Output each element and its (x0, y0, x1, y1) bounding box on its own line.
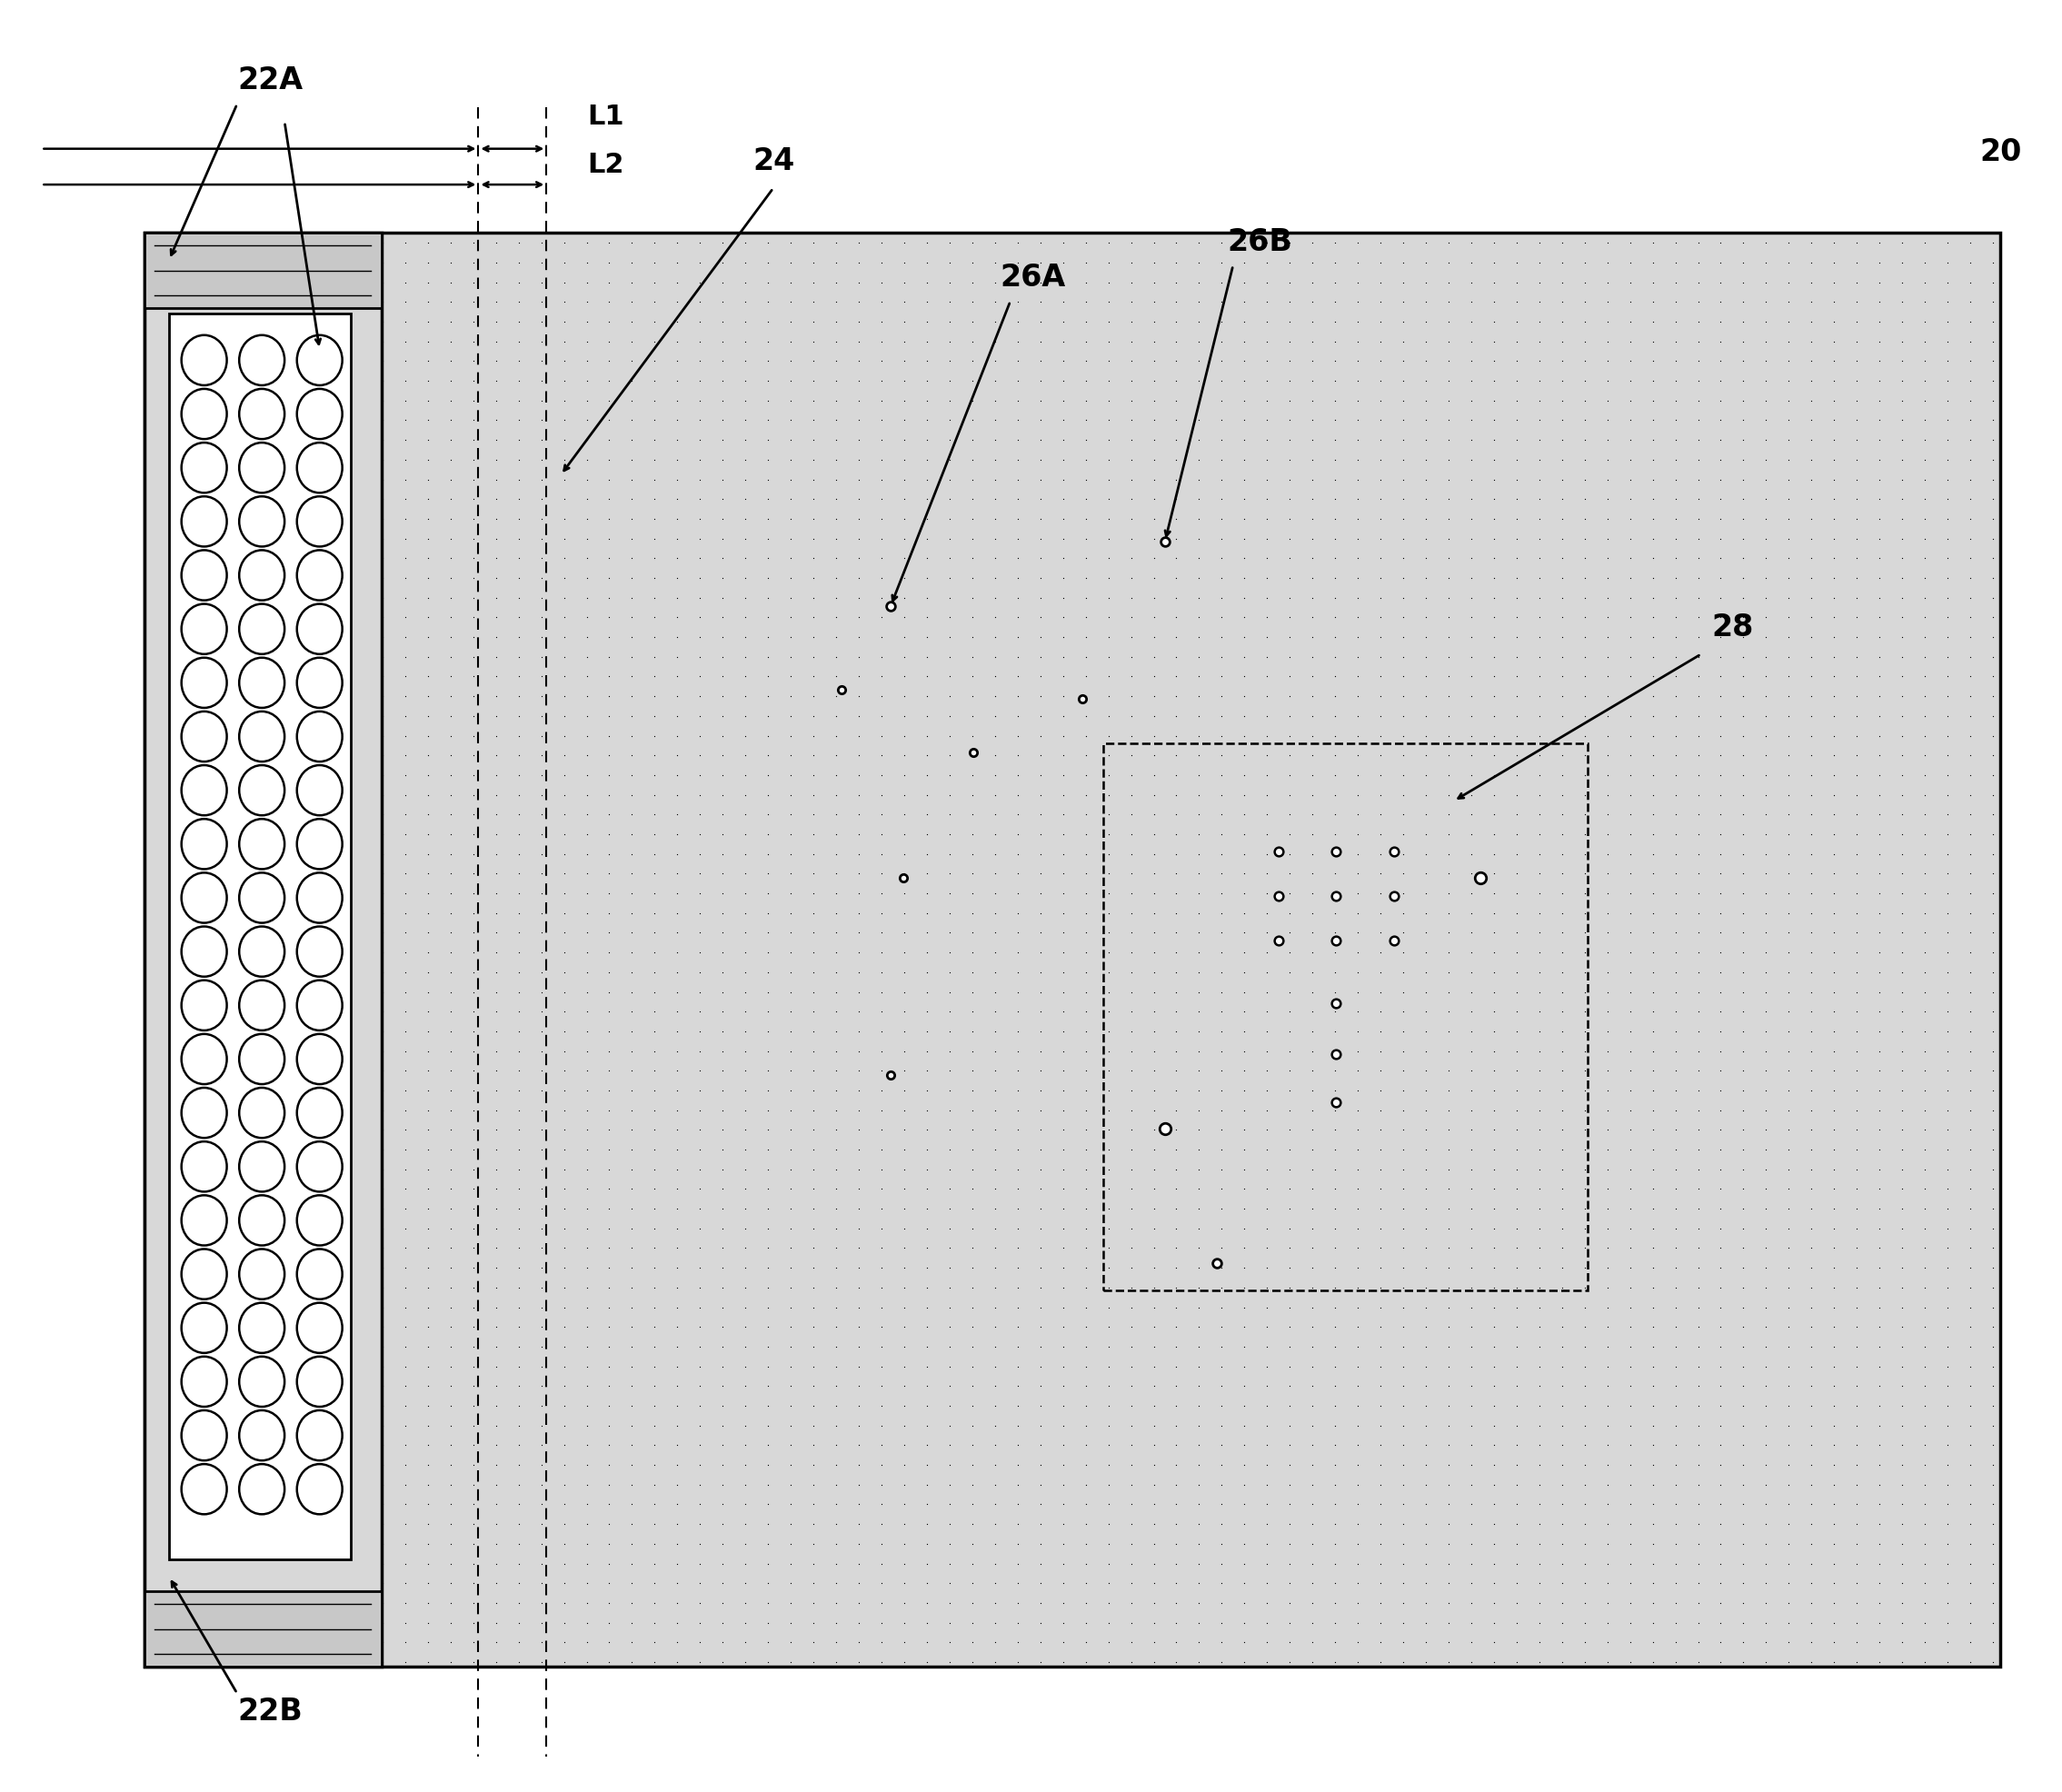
Ellipse shape (297, 1034, 342, 1084)
Ellipse shape (239, 335, 285, 385)
Ellipse shape (181, 873, 227, 923)
Ellipse shape (239, 926, 285, 977)
Ellipse shape (181, 926, 227, 977)
Ellipse shape (297, 873, 342, 923)
Ellipse shape (297, 1303, 342, 1353)
Ellipse shape (297, 1195, 342, 1245)
Text: 28: 28 (1711, 613, 1753, 642)
Ellipse shape (297, 1249, 342, 1299)
Ellipse shape (297, 1142, 342, 1192)
Ellipse shape (239, 389, 285, 439)
Ellipse shape (181, 389, 227, 439)
Ellipse shape (297, 496, 342, 547)
Bar (1103, 744, 1588, 1290)
Ellipse shape (181, 1195, 227, 1245)
Ellipse shape (181, 1249, 227, 1299)
Ellipse shape (239, 604, 285, 654)
Ellipse shape (239, 765, 285, 815)
Ellipse shape (181, 604, 227, 654)
Ellipse shape (297, 980, 342, 1030)
Bar (144, 233, 2000, 1667)
Ellipse shape (297, 1088, 342, 1138)
Ellipse shape (297, 658, 342, 708)
Ellipse shape (239, 1464, 285, 1514)
Ellipse shape (239, 873, 285, 923)
Ellipse shape (239, 980, 285, 1030)
Ellipse shape (239, 550, 285, 600)
Bar (169, 314, 351, 1559)
Ellipse shape (239, 1195, 285, 1245)
Ellipse shape (239, 1142, 285, 1192)
Ellipse shape (297, 1410, 342, 1460)
Ellipse shape (297, 550, 342, 600)
Ellipse shape (181, 1357, 227, 1407)
Ellipse shape (181, 443, 227, 493)
Ellipse shape (239, 1034, 285, 1084)
Ellipse shape (297, 1464, 342, 1514)
Bar (144, 233, 381, 1667)
Ellipse shape (239, 1088, 285, 1138)
Ellipse shape (181, 765, 227, 815)
Text: 26A: 26A (1000, 263, 1066, 292)
Ellipse shape (239, 1303, 285, 1353)
Ellipse shape (181, 980, 227, 1030)
Ellipse shape (239, 1410, 285, 1460)
Text: L2: L2 (588, 152, 625, 177)
Ellipse shape (297, 604, 342, 654)
Ellipse shape (297, 819, 342, 869)
Ellipse shape (181, 550, 227, 600)
Ellipse shape (297, 926, 342, 977)
Ellipse shape (297, 1357, 342, 1407)
Ellipse shape (181, 711, 227, 762)
Ellipse shape (239, 711, 285, 762)
Ellipse shape (181, 1088, 227, 1138)
Ellipse shape (181, 1142, 227, 1192)
Ellipse shape (239, 1249, 285, 1299)
Bar (144, 233, 381, 308)
Ellipse shape (181, 1410, 227, 1460)
Text: 24: 24 (753, 147, 794, 176)
Ellipse shape (239, 658, 285, 708)
Ellipse shape (181, 1034, 227, 1084)
Ellipse shape (297, 389, 342, 439)
Ellipse shape (239, 496, 285, 547)
Ellipse shape (297, 765, 342, 815)
Ellipse shape (181, 496, 227, 547)
Ellipse shape (297, 711, 342, 762)
Text: 22B: 22B (237, 1697, 303, 1726)
Ellipse shape (181, 819, 227, 869)
Ellipse shape (181, 335, 227, 385)
Text: L1: L1 (588, 104, 625, 129)
Ellipse shape (181, 1464, 227, 1514)
Ellipse shape (239, 819, 285, 869)
Text: 22A: 22A (237, 66, 303, 95)
Ellipse shape (297, 335, 342, 385)
Ellipse shape (239, 1357, 285, 1407)
Bar (144, 1591, 381, 1667)
Text: 26B: 26B (1227, 228, 1293, 256)
Ellipse shape (297, 443, 342, 493)
Text: 20: 20 (1980, 138, 2021, 167)
Ellipse shape (181, 1303, 227, 1353)
Ellipse shape (239, 443, 285, 493)
Ellipse shape (181, 658, 227, 708)
